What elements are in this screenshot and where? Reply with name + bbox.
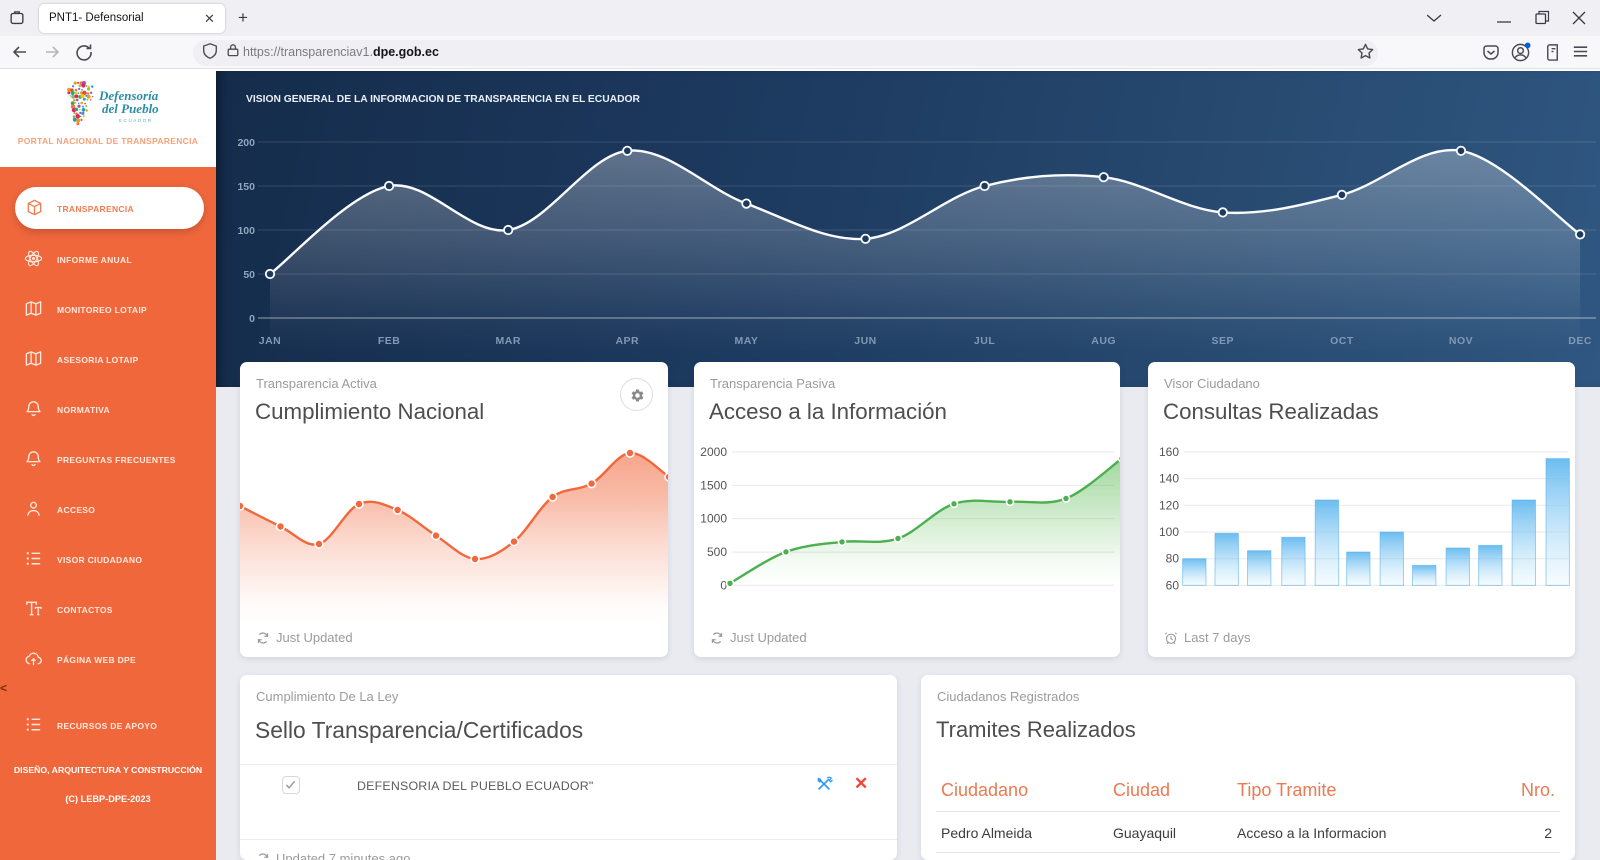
svg-text:VISION GENERAL DE LA INFORMACI: VISION GENERAL DE LA INFORMACION DE TRAN…: [246, 94, 641, 105]
svg-text:ECUADOR: ECUADOR: [119, 118, 153, 123]
svg-text:100: 100: [1159, 525, 1179, 539]
svg-text:NOV: NOV: [1449, 335, 1473, 347]
svg-text:200: 200: [237, 137, 255, 149]
svg-text:2000: 2000: [700, 445, 727, 459]
svg-text:FEB: FEB: [378, 335, 401, 347]
svg-text:JUL: JUL: [974, 335, 995, 347]
svg-text:0: 0: [249, 313, 255, 325]
svg-text:80: 80: [1166, 552, 1180, 566]
svg-text:SEP: SEP: [1212, 335, 1235, 347]
svg-text:140: 140: [1159, 472, 1179, 486]
svg-text:1500: 1500: [700, 478, 727, 492]
svg-text:AUG: AUG: [1091, 335, 1116, 347]
svg-text:JAN: JAN: [259, 335, 282, 347]
svg-text:50: 50: [243, 269, 255, 281]
svg-text:DEC: DEC: [1568, 335, 1592, 347]
svg-text:500: 500: [707, 545, 727, 559]
svg-text:MAY: MAY: [734, 335, 758, 347]
svg-text:1000: 1000: [700, 512, 727, 526]
svg-text:60: 60: [1166, 578, 1180, 592]
svg-text:del Pueblo: del Pueblo: [102, 101, 159, 116]
svg-text:APR: APR: [615, 335, 639, 347]
svg-text:OCT: OCT: [1330, 335, 1354, 347]
svg-text:150: 150: [237, 181, 255, 193]
svg-text:MAR: MAR: [495, 335, 520, 347]
svg-text:Defensoría: Defensoría: [98, 88, 159, 103]
svg-text:100: 100: [237, 225, 255, 237]
svg-text:120: 120: [1159, 498, 1179, 512]
svg-text:160: 160: [1159, 445, 1179, 459]
svg-text:0: 0: [720, 578, 727, 592]
svg-text:JUN: JUN: [854, 335, 877, 347]
